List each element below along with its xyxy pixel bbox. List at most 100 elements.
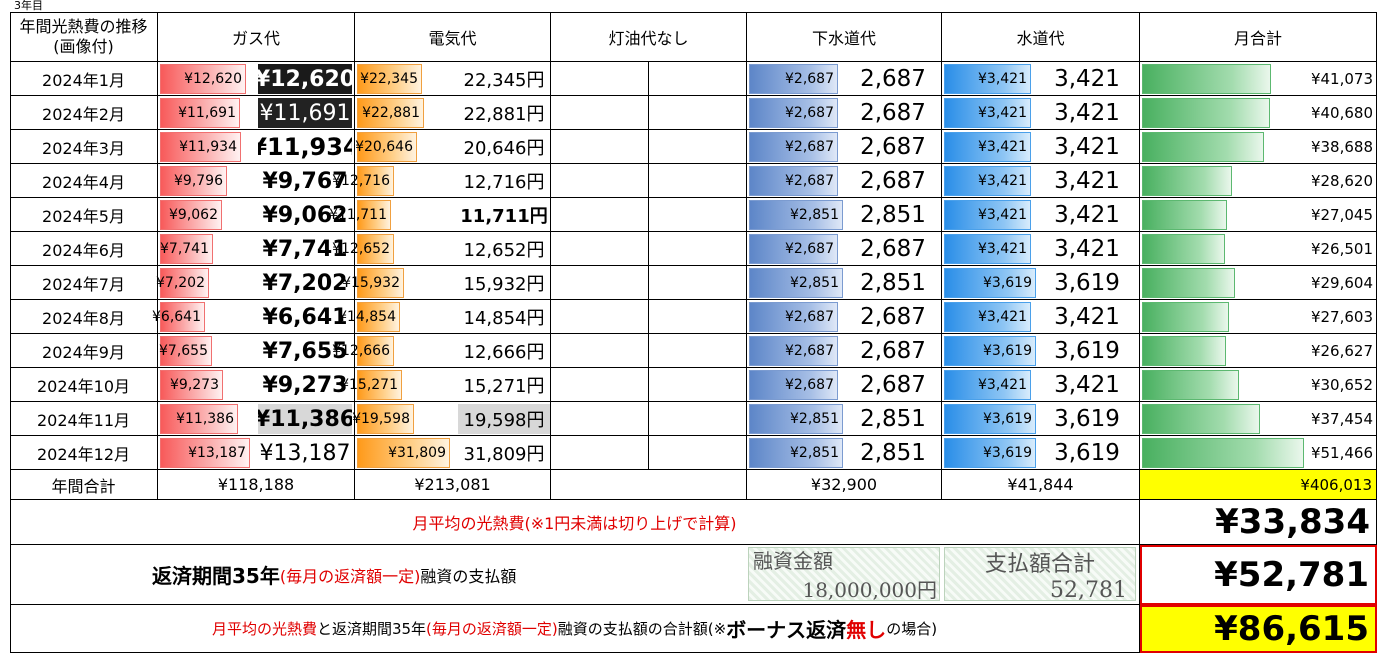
- month-label[interactable]: 2024年11月: [10, 402, 158, 436]
- table-cell[interactable]: [158, 436, 355, 470]
- month-label[interactable]: 2024年9月: [10, 334, 158, 368]
- table-cell[interactable]: [747, 402, 942, 436]
- table-cell[interactable]: [1140, 164, 1377, 198]
- table-cell[interactable]: [942, 130, 1140, 164]
- table-cell[interactable]: [1140, 62, 1377, 96]
- month-label[interactable]: 2024年12月: [10, 436, 158, 470]
- table-cell[interactable]: [747, 266, 942, 300]
- table-cell[interactable]: [355, 164, 551, 198]
- table-cell[interactable]: [551, 300, 747, 334]
- table-cell[interactable]: [158, 300, 355, 334]
- monthly-average-label[interactable]: 月平均の光熱費(※1円未満は切り上げで計算): [10, 500, 1140, 545]
- table-cell[interactable]: [158, 96, 355, 130]
- table-cell[interactable]: [355, 266, 551, 300]
- table-cell[interactable]: [158, 334, 355, 368]
- month-label[interactable]: 2024年1月: [10, 62, 158, 96]
- table-cell[interactable]: [355, 402, 551, 436]
- table-cell[interactable]: [158, 402, 355, 436]
- table-cell[interactable]: [551, 436, 747, 470]
- annual-total[interactable]: ¥406,013: [1140, 470, 1377, 500]
- table-cell[interactable]: [158, 164, 355, 198]
- table-cell[interactable]: [355, 96, 551, 130]
- table-cell[interactable]: [355, 368, 551, 402]
- table-cell[interactable]: [1140, 130, 1377, 164]
- table-cell[interactable]: [942, 334, 1140, 368]
- repayment-label[interactable]: 返済期間35年 (毎月の返済額一定) 融資の支払額: [10, 545, 1140, 605]
- table-cell[interactable]: [942, 300, 1140, 334]
- table-cell[interactable]: [355, 436, 551, 470]
- table-cell[interactable]: [747, 334, 942, 368]
- table-cell[interactable]: [1140, 198, 1377, 232]
- table-cell[interactable]: [942, 62, 1140, 96]
- table-cell[interactable]: [158, 368, 355, 402]
- table-cell[interactable]: [1140, 266, 1377, 300]
- table-cell[interactable]: [551, 232, 747, 266]
- table-cell[interactable]: [158, 266, 355, 300]
- table-cell[interactable]: [1140, 232, 1377, 266]
- table-cell[interactable]: [551, 164, 747, 198]
- table-cell[interactable]: [747, 96, 942, 130]
- table-cell[interactable]: [551, 368, 747, 402]
- table-cell[interactable]: [1140, 300, 1377, 334]
- header-electric[interactable]: 電気代: [355, 12, 551, 62]
- table-cell[interactable]: [551, 334, 747, 368]
- row-header-cell[interactable]: 年間光熱費の推移(画像付): [10, 12, 158, 62]
- table-cell[interactable]: [747, 130, 942, 164]
- table-cell[interactable]: [551, 402, 747, 436]
- table-cell[interactable]: [1140, 96, 1377, 130]
- table-cell[interactable]: [355, 334, 551, 368]
- table-cell[interactable]: [942, 96, 1140, 130]
- header-water[interactable]: 水道代: [942, 12, 1140, 62]
- table-cell[interactable]: [942, 232, 1140, 266]
- month-label[interactable]: 2024年2月: [10, 96, 158, 130]
- table-cell[interactable]: [747, 62, 942, 96]
- table-cell[interactable]: [158, 198, 355, 232]
- table-cell[interactable]: [747, 368, 942, 402]
- table-cell[interactable]: [551, 96, 747, 130]
- table-cell[interactable]: [551, 130, 747, 164]
- table-cell[interactable]: [942, 164, 1140, 198]
- table-cell[interactable]: [942, 402, 1140, 436]
- month-label[interactable]: 2024年6月: [10, 232, 158, 266]
- header-total[interactable]: 月合計: [1140, 12, 1377, 62]
- month-label[interactable]: 2024年3月: [10, 130, 158, 164]
- table-cell[interactable]: [942, 198, 1140, 232]
- table-cell[interactable]: [747, 232, 942, 266]
- combined-label[interactable]: 月平均の光熱費 と返済期間35年 (毎月の返済額一定) 融資の支払額の合計額(※ ボーナ…: [10, 605, 1140, 653]
- header-sewer[interactable]: 下水道代: [747, 12, 942, 62]
- table-cell[interactable]: [551, 62, 747, 96]
- table-cell[interactable]: [158, 232, 355, 266]
- table-cell[interactable]: [355, 130, 551, 164]
- table-cell[interactable]: [942, 368, 1140, 402]
- table-cell[interactable]: [942, 436, 1140, 470]
- table-cell[interactable]: [355, 198, 551, 232]
- table-cell[interactable]: [355, 232, 551, 266]
- month-label[interactable]: 2024年10月: [10, 368, 158, 402]
- month-label[interactable]: 2024年5月: [10, 198, 158, 232]
- annual-electric[interactable]: ¥213,081: [355, 470, 551, 500]
- table-cell[interactable]: [1140, 368, 1377, 402]
- table-cell[interactable]: [747, 198, 942, 232]
- table-cell[interactable]: [747, 300, 942, 334]
- table-cell[interactable]: [1140, 402, 1377, 436]
- table-cell[interactable]: [158, 62, 355, 96]
- annual-water[interactable]: ¥41,844: [942, 470, 1140, 500]
- header-gas[interactable]: ガス代: [158, 12, 355, 62]
- table-cell[interactable]: [1140, 436, 1377, 470]
- annual-kerosene[interactable]: [551, 470, 747, 500]
- table-cell[interactable]: [551, 198, 747, 232]
- monthly-average-value[interactable]: ¥33,834: [1140, 500, 1377, 545]
- repayment-value[interactable]: ¥52,781: [1140, 545, 1377, 605]
- table-cell[interactable]: [942, 266, 1140, 300]
- annual-gas[interactable]: ¥118,188: [158, 470, 355, 500]
- table-cell[interactable]: [158, 130, 355, 164]
- table-cell[interactable]: [551, 266, 747, 300]
- table-cell[interactable]: [1140, 334, 1377, 368]
- annual-label[interactable]: 年間合計: [10, 470, 158, 500]
- table-cell[interactable]: [355, 62, 551, 96]
- month-label[interactable]: 2024年8月: [10, 300, 158, 334]
- month-label[interactable]: 2024年4月: [10, 164, 158, 198]
- annual-sewer[interactable]: ¥32,900: [747, 470, 942, 500]
- table-cell[interactable]: [747, 436, 942, 470]
- month-label[interactable]: 2024年7月: [10, 266, 158, 300]
